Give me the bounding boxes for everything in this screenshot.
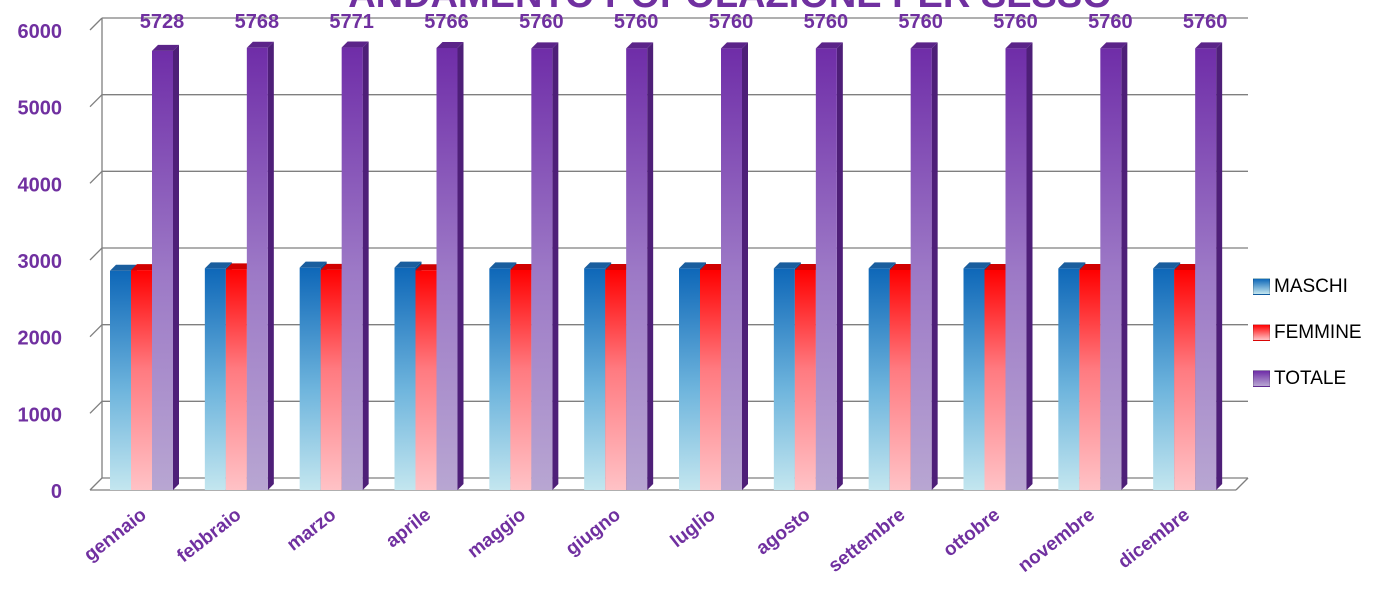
x-tick-label: aprile bbox=[382, 504, 435, 552]
data-label-totale: 5760 bbox=[804, 11, 849, 33]
data-label-totale: 5760 bbox=[1183, 11, 1228, 33]
x-tick-label: dicembre bbox=[1114, 504, 1194, 573]
x-tick-label: giugno bbox=[562, 504, 625, 560]
legend-swatch-femmine bbox=[1253, 324, 1270, 341]
y-tick-label: 1000 bbox=[18, 404, 63, 426]
grid-line-side bbox=[89, 170, 103, 184]
data-label-totale: 5771 bbox=[329, 11, 374, 33]
x-tick-label: settembre bbox=[825, 504, 910, 576]
y-tick-label: 6000 bbox=[18, 21, 63, 43]
grid-line-side bbox=[89, 400, 103, 414]
y-tick-label: 2000 bbox=[18, 328, 63, 350]
x-tick-label: febbraio bbox=[173, 504, 245, 567]
bar-totale bbox=[626, 42, 654, 491]
legend-item-totale: TOTALE bbox=[1253, 366, 1362, 391]
legend-label-maschi: MASCHI bbox=[1274, 275, 1348, 297]
grid-line-side bbox=[89, 17, 103, 31]
data-label-totale: 5728 bbox=[140, 11, 185, 33]
bar-totale bbox=[436, 41, 464, 490]
x-tick-label: maggio bbox=[464, 504, 530, 562]
x-tick-label: ottobre bbox=[940, 504, 1004, 561]
y-tick-label: 4000 bbox=[18, 174, 63, 196]
y-tick-label: 0 bbox=[51, 481, 62, 503]
chart-title: ANDAMENTO POPOLAZIONE PER SESSO bbox=[240, 0, 1220, 17]
x-tick-label: luglio bbox=[667, 504, 720, 552]
legend: MASCHI FEMMINE TOTALE bbox=[1253, 274, 1362, 412]
data-label-totale: 5760 bbox=[614, 11, 659, 33]
bar-totale bbox=[721, 42, 748, 491]
y-tick-label: 5000 bbox=[18, 98, 63, 120]
bar-totale bbox=[815, 42, 843, 491]
data-label-totale: 5760 bbox=[993, 11, 1038, 33]
bar-totale bbox=[1100, 42, 1128, 491]
grid-line-side bbox=[89, 477, 103, 491]
legend-label-totale: TOTALE bbox=[1274, 367, 1347, 389]
data-label-totale: 5760 bbox=[898, 11, 943, 33]
legend-item-maschi: MASCHI bbox=[1253, 274, 1362, 299]
legend-label-femmine: FEMMINE bbox=[1274, 321, 1362, 343]
bar-totale bbox=[910, 42, 938, 491]
x-tick-label: agosto bbox=[752, 504, 814, 559]
x-tick-label: novembre bbox=[1014, 504, 1098, 576]
bar-totale bbox=[1005, 42, 1033, 491]
y-tick-label: 3000 bbox=[18, 251, 63, 273]
bar-totale bbox=[341, 41, 369, 490]
grid-line-side bbox=[89, 94, 103, 108]
floor-right-edge bbox=[1235, 477, 1249, 491]
x-tick-label: marzo bbox=[283, 504, 340, 555]
data-label-totale: 5766 bbox=[424, 11, 469, 33]
x-tick-label: gennaio bbox=[80, 504, 150, 565]
grid-line-side bbox=[89, 247, 103, 261]
bar-totale bbox=[246, 41, 274, 490]
data-label-totale: 5760 bbox=[709, 11, 754, 33]
legend-swatch-totale bbox=[1253, 370, 1270, 387]
legend-item-femmine: FEMMINE bbox=[1253, 320, 1362, 345]
bar-totale bbox=[531, 42, 559, 491]
grid-line-side bbox=[89, 324, 103, 338]
data-label-totale: 5768 bbox=[235, 11, 280, 33]
bar-totale bbox=[152, 44, 179, 490]
legend-swatch-maschi bbox=[1253, 278, 1270, 295]
data-label-totale: 5760 bbox=[1088, 11, 1133, 33]
data-label-totale: 5760 bbox=[519, 11, 564, 33]
bar-totale bbox=[1195, 42, 1223, 491]
